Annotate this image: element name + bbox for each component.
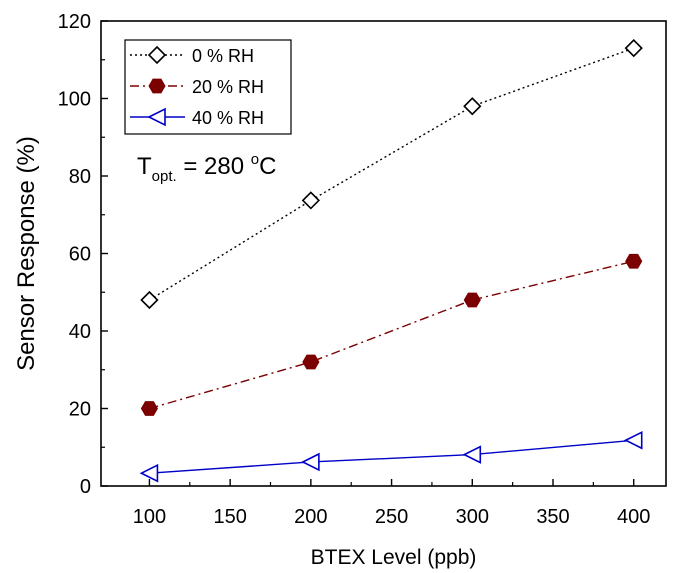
x-tick-label: 300 — [456, 506, 489, 528]
legend-item: 20 % RH — [130, 77, 264, 97]
annotation-unit: C — [259, 153, 276, 180]
legend-item: 0 % RH — [130, 45, 254, 66]
series-line — [149, 260, 634, 410]
x-tick-label: 100 — [133, 506, 166, 528]
legend-item: 40 % RH — [130, 107, 264, 128]
ticks: 0 20 40 60 80 100 120 100 150 200 250 300 350 400 — [58, 11, 651, 528]
data-point-triangle — [301, 452, 320, 472]
series — [139, 38, 643, 483]
y-tick-label: 40 — [69, 321, 91, 343]
annotation-main: T — [137, 153, 152, 180]
y-tick-label: 80 — [69, 166, 91, 188]
y-tick-label: 20 — [69, 399, 91, 421]
x-tick-label: 250 — [375, 506, 408, 528]
y-tick-label: 0 — [80, 476, 91, 498]
x-axis-title: BTEX Level (ppb) — [311, 546, 477, 569]
series-group — [140, 38, 643, 310]
x-tick-label: 400 — [617, 506, 650, 528]
data-point-triangle — [623, 430, 643, 450]
y-tick-label: 100 — [58, 89, 91, 111]
data-point-diamond — [463, 97, 482, 116]
y-axis-title: Sensor Response (%) — [13, 136, 40, 371]
annotation-sup: o — [251, 151, 259, 168]
x-tick-label: 150 — [213, 506, 246, 528]
series-group — [139, 430, 643, 483]
series-group — [140, 253, 643, 416]
x-tick-label: 200 — [294, 506, 327, 528]
data-point-diamond — [140, 290, 159, 310]
data-point-triangle — [147, 107, 166, 127]
data-point-diamond — [147, 45, 167, 65]
data-point-diamond — [301, 191, 320, 210]
data-point-diamond — [624, 38, 643, 58]
series-line — [149, 439, 634, 474]
data-point-hexagon — [148, 78, 166, 94]
temperature-annotation: Topt. = 280 oC — [137, 151, 276, 185]
legend-label: 40 % RH — [192, 108, 264, 128]
legend: 0 % RH 20 % RH 40 % RH — [124, 39, 292, 135]
legend-label: 0 % RH — [192, 46, 254, 66]
annotation-sub: opt. — [152, 168, 177, 185]
x-tick-label: 350 — [536, 506, 569, 528]
data-point-triangle — [139, 463, 159, 483]
data-point-hexagon — [463, 292, 481, 308]
data-point-hexagon — [302, 354, 320, 370]
annotation-rest: = 280 — [177, 153, 251, 180]
y-tick-label: 120 — [58, 11, 91, 33]
y-tick-label: 60 — [69, 244, 91, 266]
legend-label: 20 % RH — [192, 77, 264, 97]
data-point-hexagon — [140, 401, 159, 416]
data-point-triangle — [462, 445, 482, 464]
data-point-hexagon — [625, 253, 643, 269]
